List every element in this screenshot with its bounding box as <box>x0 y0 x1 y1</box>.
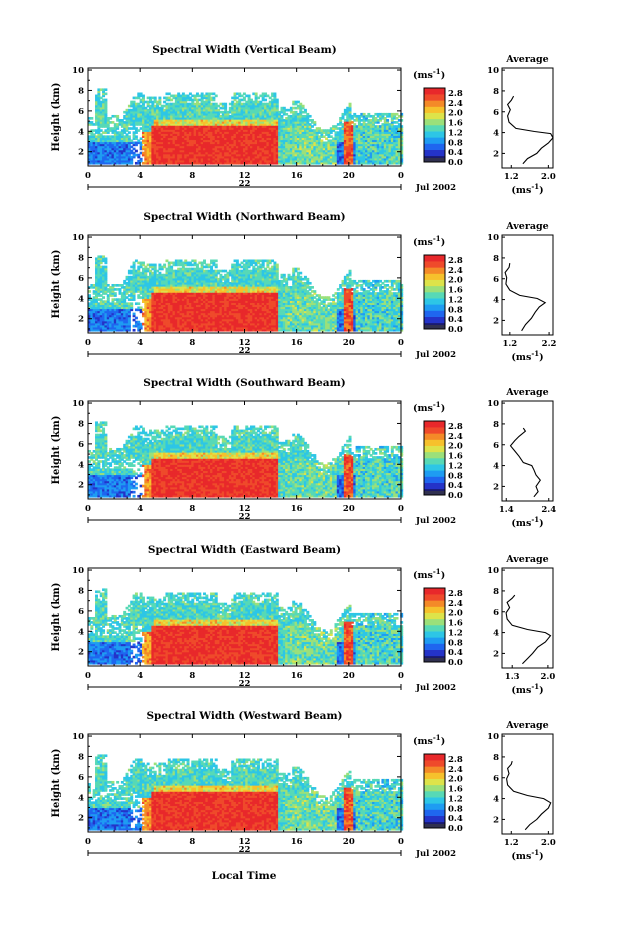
heatmap-cell <box>273 93 276 96</box>
panel-title: Spectral Width (Vertical Beam) <box>152 44 336 56</box>
heatmap-cell <box>135 317 138 320</box>
x-tick-label: 8 <box>189 171 195 181</box>
y-tick-label: 4 <box>78 127 84 137</box>
heatmap-cell <box>104 257 107 260</box>
colorbar-swatch <box>424 107 445 113</box>
colorbar-swatch <box>424 94 445 100</box>
heatmap-cell <box>135 150 138 153</box>
heatmap-cell <box>154 264 157 267</box>
unit-close: ) <box>539 185 544 196</box>
average-unit: (ms-1) <box>511 182 543 196</box>
heatmap-cell <box>128 135 131 138</box>
heatmap-cell <box>104 88 107 91</box>
heatmap-cell <box>90 117 93 120</box>
x-tick-label: 0 <box>85 171 91 181</box>
heatmap-cell <box>135 135 138 138</box>
heatmap-cell <box>349 103 352 106</box>
colorbar-tick-label: 2.4 <box>448 99 463 109</box>
unit-exponent: -1 <box>531 182 539 191</box>
avg-y-tick-label: 8 <box>493 87 499 97</box>
avg-y-tick-label: 6 <box>493 108 499 118</box>
unit-close: ) <box>441 70 446 81</box>
heatmap-cell <box>128 131 131 134</box>
heatmap-cell <box>302 105 305 108</box>
heatmap-cell <box>304 109 307 112</box>
heatmap-cell <box>133 313 136 316</box>
heatmap-cell <box>114 292 117 295</box>
heatmap-cell <box>276 99 279 102</box>
panel-title: Spectral Width (Northward Beam) <box>143 211 345 223</box>
colorbar-tick-label: 1.2 <box>448 128 463 138</box>
unit-base: (ms <box>511 185 531 196</box>
heatmap-cell <box>133 329 136 332</box>
avg-y-tick-label: 2 <box>493 149 499 159</box>
colorbar-tick-label: 1.6 <box>448 119 463 129</box>
avg-y-tick-label: 4 <box>493 129 499 139</box>
heatmap-cell <box>309 115 312 118</box>
heatmap-cell <box>130 302 133 305</box>
y-tick-label: 2 <box>78 148 84 158</box>
colorbar-unit: (ms-1) <box>413 67 445 81</box>
avg-x-tick-label: 1.2 <box>504 172 519 182</box>
heatmap-cells <box>88 255 403 331</box>
average-frame <box>502 68 553 168</box>
colorbar-tick-label: 2.0 <box>448 109 463 119</box>
avg-x-tick-label: 2.0 <box>541 172 556 182</box>
heatmap-cell <box>313 121 316 124</box>
heatmap-cell <box>248 95 251 98</box>
colorbar-swatch <box>424 119 445 125</box>
heatmap-cell <box>142 262 145 265</box>
colorbar-swatch <box>424 113 445 119</box>
x-tick-label: 0 <box>398 171 404 181</box>
x-tick-label: 16 <box>291 171 303 181</box>
y-tick-label: 8 <box>78 86 84 96</box>
heatmap-cell <box>158 97 161 100</box>
heatmap-cell <box>215 95 218 98</box>
heatmap-cell <box>102 296 105 299</box>
colorbar-swatch <box>424 150 445 156</box>
heatmap-cell <box>116 115 119 118</box>
colorbar-swatch <box>424 158 445 162</box>
heatmap-cell <box>104 99 107 102</box>
heatmap-cell <box>255 93 258 96</box>
y-axis-label: Height (km) <box>51 83 62 152</box>
colorbar-swatch <box>424 88 445 94</box>
unit-exponent: -1 <box>433 67 441 76</box>
colorbar-tick-label: 0.0 <box>448 158 463 168</box>
heatmap-cell <box>137 302 140 305</box>
average-title: Average <box>505 54 548 65</box>
colorbar-swatch <box>424 125 445 131</box>
heatmap-cell <box>163 264 166 267</box>
date-label: Jul 2002 <box>415 183 456 193</box>
colorbar-swatch <box>424 144 445 150</box>
colorbar-swatch <box>424 137 445 143</box>
colorbar-swatch <box>424 131 445 137</box>
panel-1: Spectral Width (Vertical Beam) 2 4 6 8 10 0 4 8 1… <box>51 44 556 196</box>
colorbar-tick-label: 0.4 <box>448 148 463 158</box>
heatmap-cell <box>224 103 227 106</box>
y-tick-label: 10 <box>72 66 84 76</box>
x-tick-label: 4 <box>137 171 143 181</box>
y-tick-label: 6 <box>78 107 84 117</box>
heatmap-cell <box>104 93 107 96</box>
colorbar-tick-label: 2.8 <box>448 89 463 99</box>
heatmap-cells <box>88 88 403 164</box>
heatmap-cell <box>104 266 107 269</box>
colorbar <box>424 88 445 162</box>
heatmap-cell <box>142 95 145 98</box>
average-profile-line <box>508 96 553 164</box>
day-label: 22 <box>239 179 251 189</box>
heatmap-cell <box>140 158 143 161</box>
colorbar-tick-label: 0.8 <box>448 138 463 148</box>
unit-base: (ms <box>413 70 433 81</box>
colorbar-swatch <box>424 100 445 106</box>
heatmap-cell <box>386 119 389 122</box>
avg-y-tick-label: 10 <box>487 66 499 76</box>
x-tick-label: 20 <box>343 171 355 181</box>
heatmap-cell <box>264 99 267 102</box>
heatmap-cell <box>154 97 157 100</box>
